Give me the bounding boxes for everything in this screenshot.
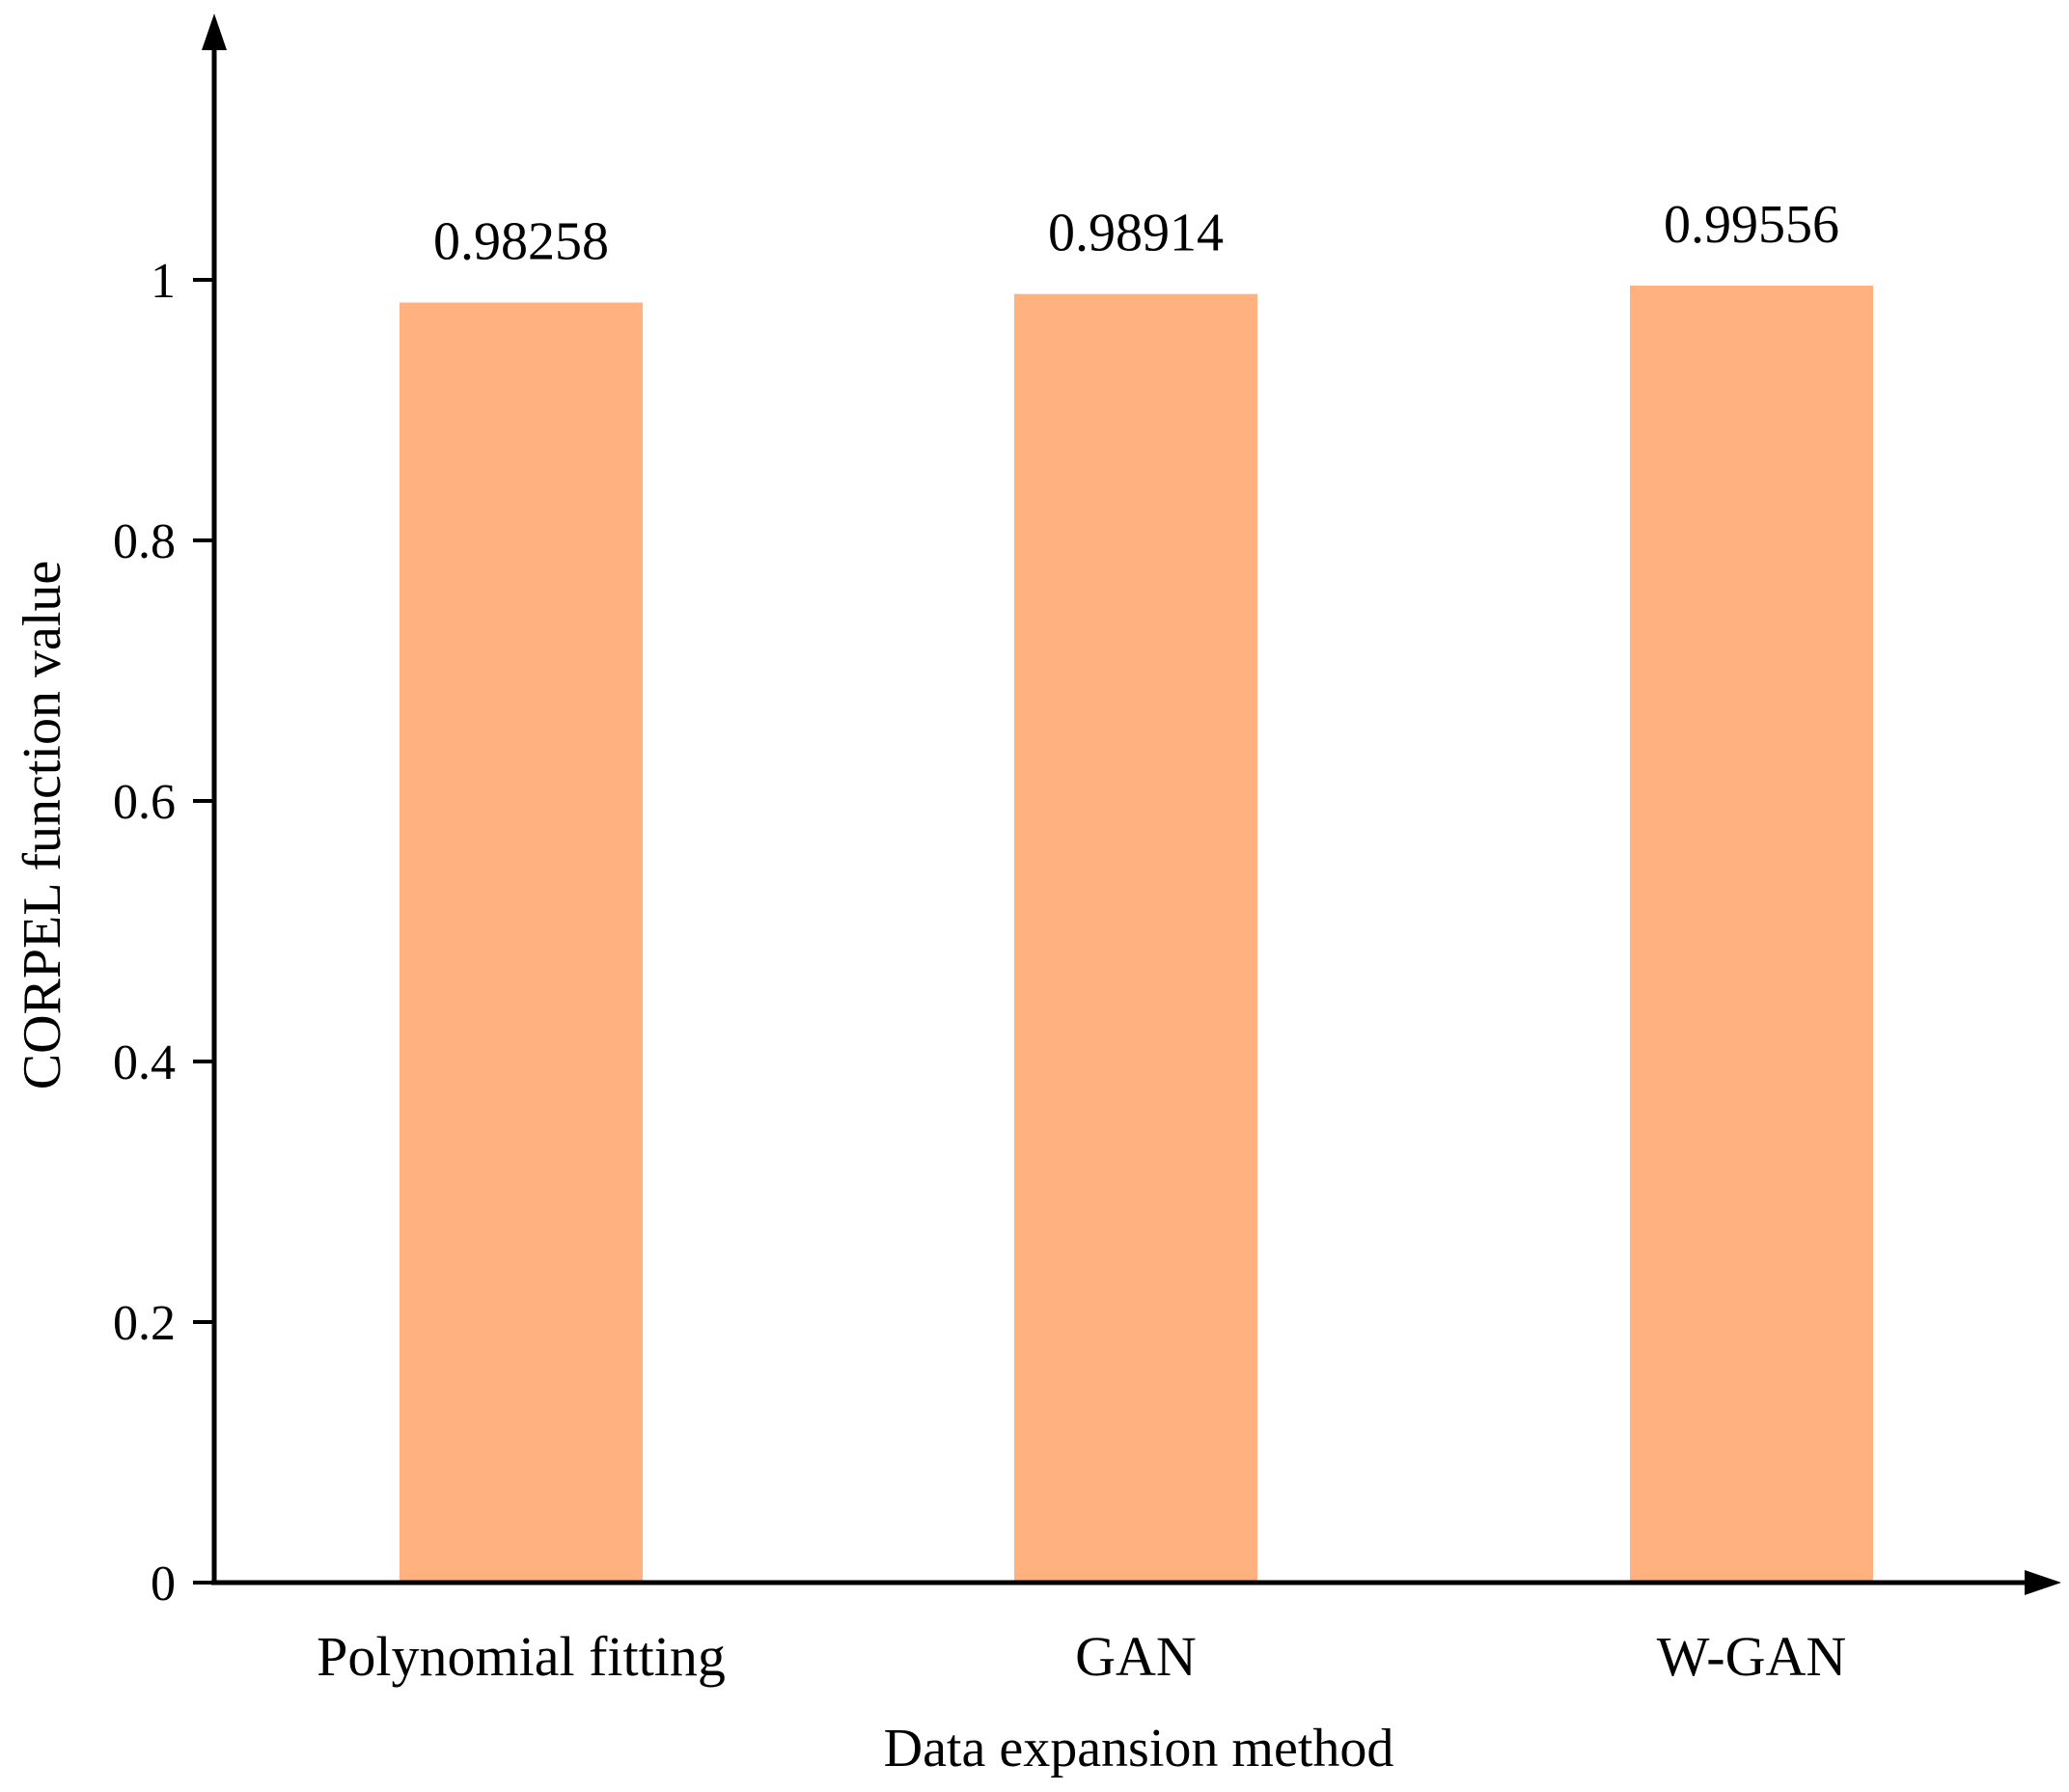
data-label: 0.98258	[433, 212, 609, 272]
data-labels-group: 0.98258 0.98914 0.99556	[433, 195, 1839, 272]
data-label: 0.98914	[1048, 204, 1224, 263]
x-category-label: GAN	[1075, 1625, 1197, 1688]
bar-gan	[1014, 293, 1257, 1583]
y-axis-title: CORPEL function value	[13, 561, 72, 1090]
x-category-label: W-GAN	[1657, 1625, 1847, 1688]
y-tick-label: 1	[151, 254, 176, 309]
y-tick-label: 0.6	[113, 775, 176, 830]
x-category-labels-group: Polynomial fitting GAN W-GAN	[317, 1625, 1846, 1688]
bars-group	[400, 285, 1873, 1584]
bar-w-gan	[1630, 285, 1873, 1583]
y-tick-label: 0.4	[113, 1035, 176, 1090]
bar-polynomial-fitting	[400, 302, 643, 1584]
y-tick-label: 0.8	[113, 514, 176, 569]
y-tick-label: 0.2	[113, 1296, 176, 1351]
x-axis-title: Data expansion method	[884, 1719, 1394, 1778]
x-category-label: Polynomial fitting	[317, 1625, 726, 1688]
y-ticks-group: 0 0.2 0.4 0.6 0.8 1	[113, 254, 214, 1612]
y-axis-arrowhead	[202, 14, 227, 50]
x-axis-arrowhead	[2025, 1570, 2061, 1595]
data-label: 0.99556	[1664, 195, 1839, 255]
y-tick-label: 0	[151, 1557, 176, 1612]
